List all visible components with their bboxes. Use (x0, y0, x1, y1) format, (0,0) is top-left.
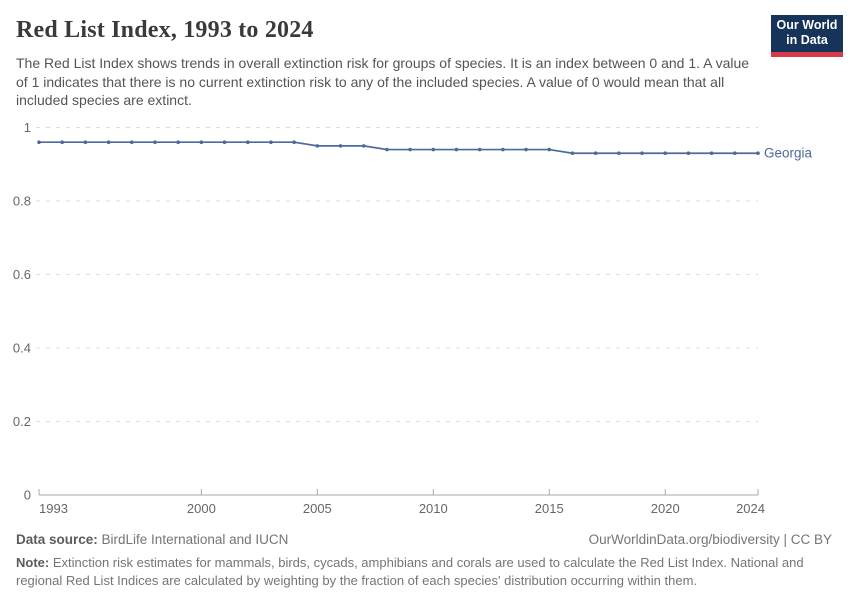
chart-subtitle: The Red List Index shows trends in overa… (16, 55, 750, 108)
data-point[interactable] (501, 147, 505, 152)
data-point[interactable] (756, 151, 760, 156)
y-tick-label: 0 (24, 488, 31, 503)
data-line[interactable] (38, 141, 759, 155)
data-point[interactable] (733, 151, 737, 156)
x-tick-label: 2010 (419, 501, 448, 516)
data-source-line: Data source: BirdLife International and … (16, 532, 289, 547)
data-point[interactable] (199, 140, 204, 144)
owid-logo-red-stripe (771, 52, 843, 57)
data-point[interactable] (709, 151, 714, 156)
footer-note: Note: Extinction risk estimates for mamm… (16, 555, 804, 588)
data-point[interactable] (524, 147, 528, 152)
data-point[interactable] (292, 140, 296, 144)
data-point[interactable] (663, 151, 668, 156)
x-tick-label: 2020 (651, 501, 680, 516)
x-tick-label: 2000 (187, 501, 216, 516)
y-tick-label: 1 (24, 120, 31, 135)
y-tick-label: 0.2 (13, 414, 31, 429)
x-tick-label: 2024 (736, 501, 765, 516)
data-point[interactable] (593, 151, 598, 156)
data-point[interactable] (431, 147, 436, 152)
data-point[interactable] (361, 144, 366, 148)
x-tick-label: 1993 (39, 501, 68, 516)
x-tick-label: 2015 (535, 501, 564, 516)
data-point[interactable] (454, 147, 459, 152)
data-point[interactable] (106, 140, 111, 144)
data-point[interactable] (222, 140, 227, 144)
license-line: OurWorldinData.org/biodiversity | CC BY (588, 532, 832, 547)
data-point[interactable] (477, 147, 482, 152)
series-label: Georgia (764, 146, 813, 161)
y-tick-label: 0.4 (13, 341, 31, 356)
chart-footer: Data source: BirdLife International and … (16, 532, 832, 590)
data-point[interactable] (176, 140, 180, 144)
owid-logo: Our World in Data (771, 15, 843, 57)
y-tick-label: 0.6 (13, 267, 31, 282)
data-point[interactable] (83, 140, 88, 144)
data-point[interactable] (315, 144, 320, 148)
data-point[interactable] (385, 147, 389, 152)
page-title: Red List Index, 1993 to 2024 (16, 17, 314, 43)
data-point[interactable] (269, 140, 273, 144)
data-point[interactable] (617, 151, 621, 156)
x-tick-label: 2005 (303, 501, 332, 516)
data-point[interactable] (640, 151, 644, 156)
y-tick-label: 0.8 (13, 194, 31, 209)
data-point[interactable] (37, 140, 41, 144)
data-point[interactable] (686, 151, 691, 156)
data-point[interactable] (547, 147, 552, 152)
data-point[interactable] (153, 140, 157, 144)
data-point[interactable] (570, 151, 575, 156)
data-point[interactable] (245, 140, 250, 144)
data-point[interactable] (338, 144, 343, 148)
owid-logo-text: Our World in Data (771, 15, 843, 52)
data-point[interactable] (60, 140, 64, 144)
data-point[interactable] (408, 147, 412, 152)
data-point[interactable] (129, 140, 134, 144)
